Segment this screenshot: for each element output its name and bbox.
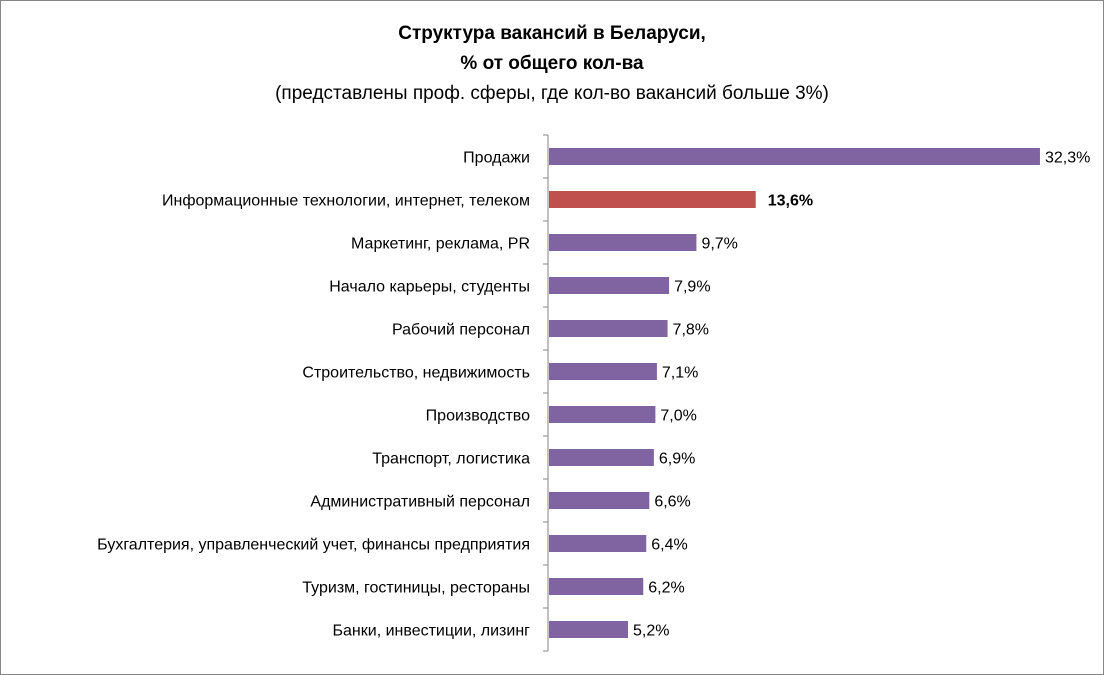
chart-title: Структура вакансий в Беларуси, — [398, 23, 706, 44]
bar — [549, 277, 670, 294]
bar — [549, 578, 644, 595]
bar — [549, 621, 629, 638]
category-label: Рабочий персонал — [392, 322, 530, 339]
data-label: 6,6% — [654, 494, 690, 511]
category-label: Информационные технологии, интернет, тел… — [162, 193, 530, 210]
bar — [549, 148, 1040, 165]
data-label: 6,2% — [648, 580, 684, 597]
category-label: Начало карьеры, студенты — [329, 279, 530, 296]
data-label: 5,2% — [633, 623, 669, 640]
bar — [549, 234, 697, 251]
category-label: Туризм, гостиницы, рестораны — [302, 580, 530, 597]
bar — [549, 191, 756, 208]
data-label: 32,3% — [1045, 150, 1090, 167]
data-label: 6,4% — [651, 537, 687, 554]
data-label: 7,9% — [674, 279, 710, 296]
category-label: Маркетинг, реклама, PR — [351, 236, 530, 253]
category-label: Производство — [426, 408, 530, 425]
data-label: 7,1% — [662, 365, 698, 382]
bar — [549, 363, 657, 380]
data-label: 9,7% — [701, 236, 737, 253]
category-label: Бухгалтерия, управленческий учет, финанс… — [97, 537, 530, 554]
bar — [549, 492, 650, 509]
category-label: Банки, инвестиции, лизинг — [333, 623, 531, 640]
data-label: 13,6% — [768, 193, 813, 210]
category-label: Продажи — [463, 150, 530, 167]
bar — [549, 320, 668, 337]
chart-subtitle: (представлены проф. сферы, где кол-во ва… — [275, 83, 829, 104]
bar — [549, 406, 656, 423]
data-label: 7,0% — [660, 408, 696, 425]
bar — [549, 535, 647, 552]
chart-title-line2: % от общего кол-ва — [460, 53, 644, 74]
data-label: 7,8% — [673, 322, 709, 339]
data-label: 6,9% — [659, 451, 695, 468]
category-label: Строительство, недвижимость — [302, 365, 530, 382]
category-label: Административный персонал — [310, 494, 530, 511]
bar — [549, 449, 654, 466]
category-label: Транспорт, логистика — [372, 451, 530, 468]
